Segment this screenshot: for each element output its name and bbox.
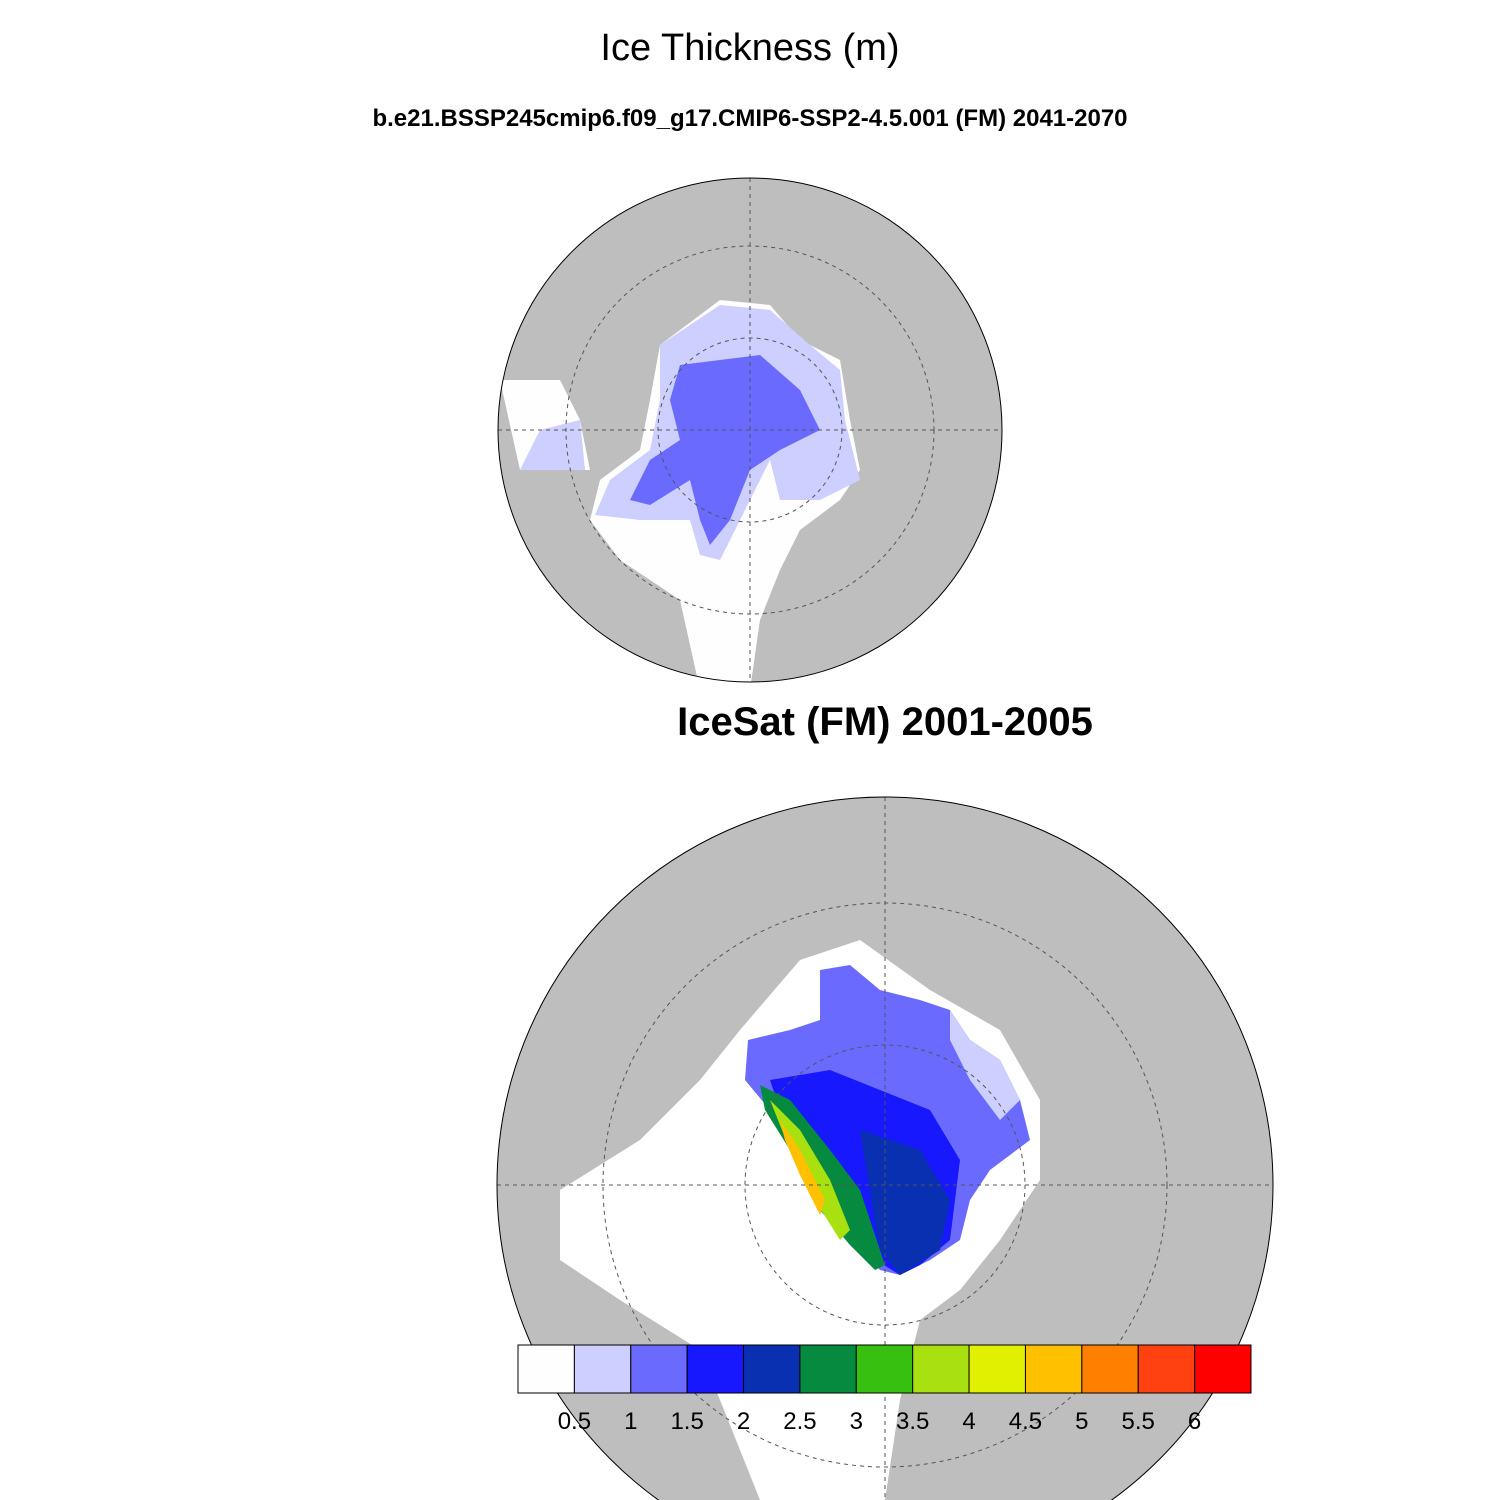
colorbar-box [630,1344,688,1394]
colorbar-box [968,1344,1026,1394]
title: Ice Thickness (m) [600,27,899,69]
colorbar-label: 6 [1188,1408,1201,1435]
colorbar-label: 2.5 [783,1408,816,1435]
colorbar-label: 3 [850,1408,863,1435]
colorbar-box [517,1344,575,1394]
colorbar-label: 0.5 [558,1408,591,1435]
colorbar: 0.5 1 1.5 2 2.5 3 3.5 4 4.5 5 5.5 6 [517,1344,1252,1435]
colorbar-box [686,1344,745,1394]
colorbar-box [1194,1344,1252,1394]
colorbar-box [1081,1344,1139,1394]
colorbar-box [912,1344,970,1394]
colorbar-label: 4 [962,1408,975,1435]
colorbar-label: 1 [624,1408,637,1435]
colorbar-label: 1.5 [670,1408,703,1435]
colorbar-label: 3.5 [896,1408,929,1435]
colorbar-box [1137,1344,1196,1394]
subtitle: b.e21.BSSP245cmip6.f09_g17.CMIP6-SSP2-4.… [372,105,1127,132]
map-2 [497,797,1273,1500]
colorbar-label: 4.5 [1009,1408,1042,1435]
colorbar-box [573,1344,632,1394]
map-1 [498,178,1002,682]
colorbar-box [743,1344,801,1394]
colorbar-label: 2 [737,1408,750,1435]
colorbar-box [799,1344,857,1394]
colorbar-label: 5.5 [1122,1408,1155,1435]
map-2-border [496,796,1274,1500]
map-1-border [497,177,1003,683]
colorbar-label: 5 [1075,1408,1088,1435]
colorbar-box [1024,1344,1083,1394]
colorbar-box [855,1344,914,1394]
panel-title: IceSat (FM) 2001-2005 [677,700,1093,744]
